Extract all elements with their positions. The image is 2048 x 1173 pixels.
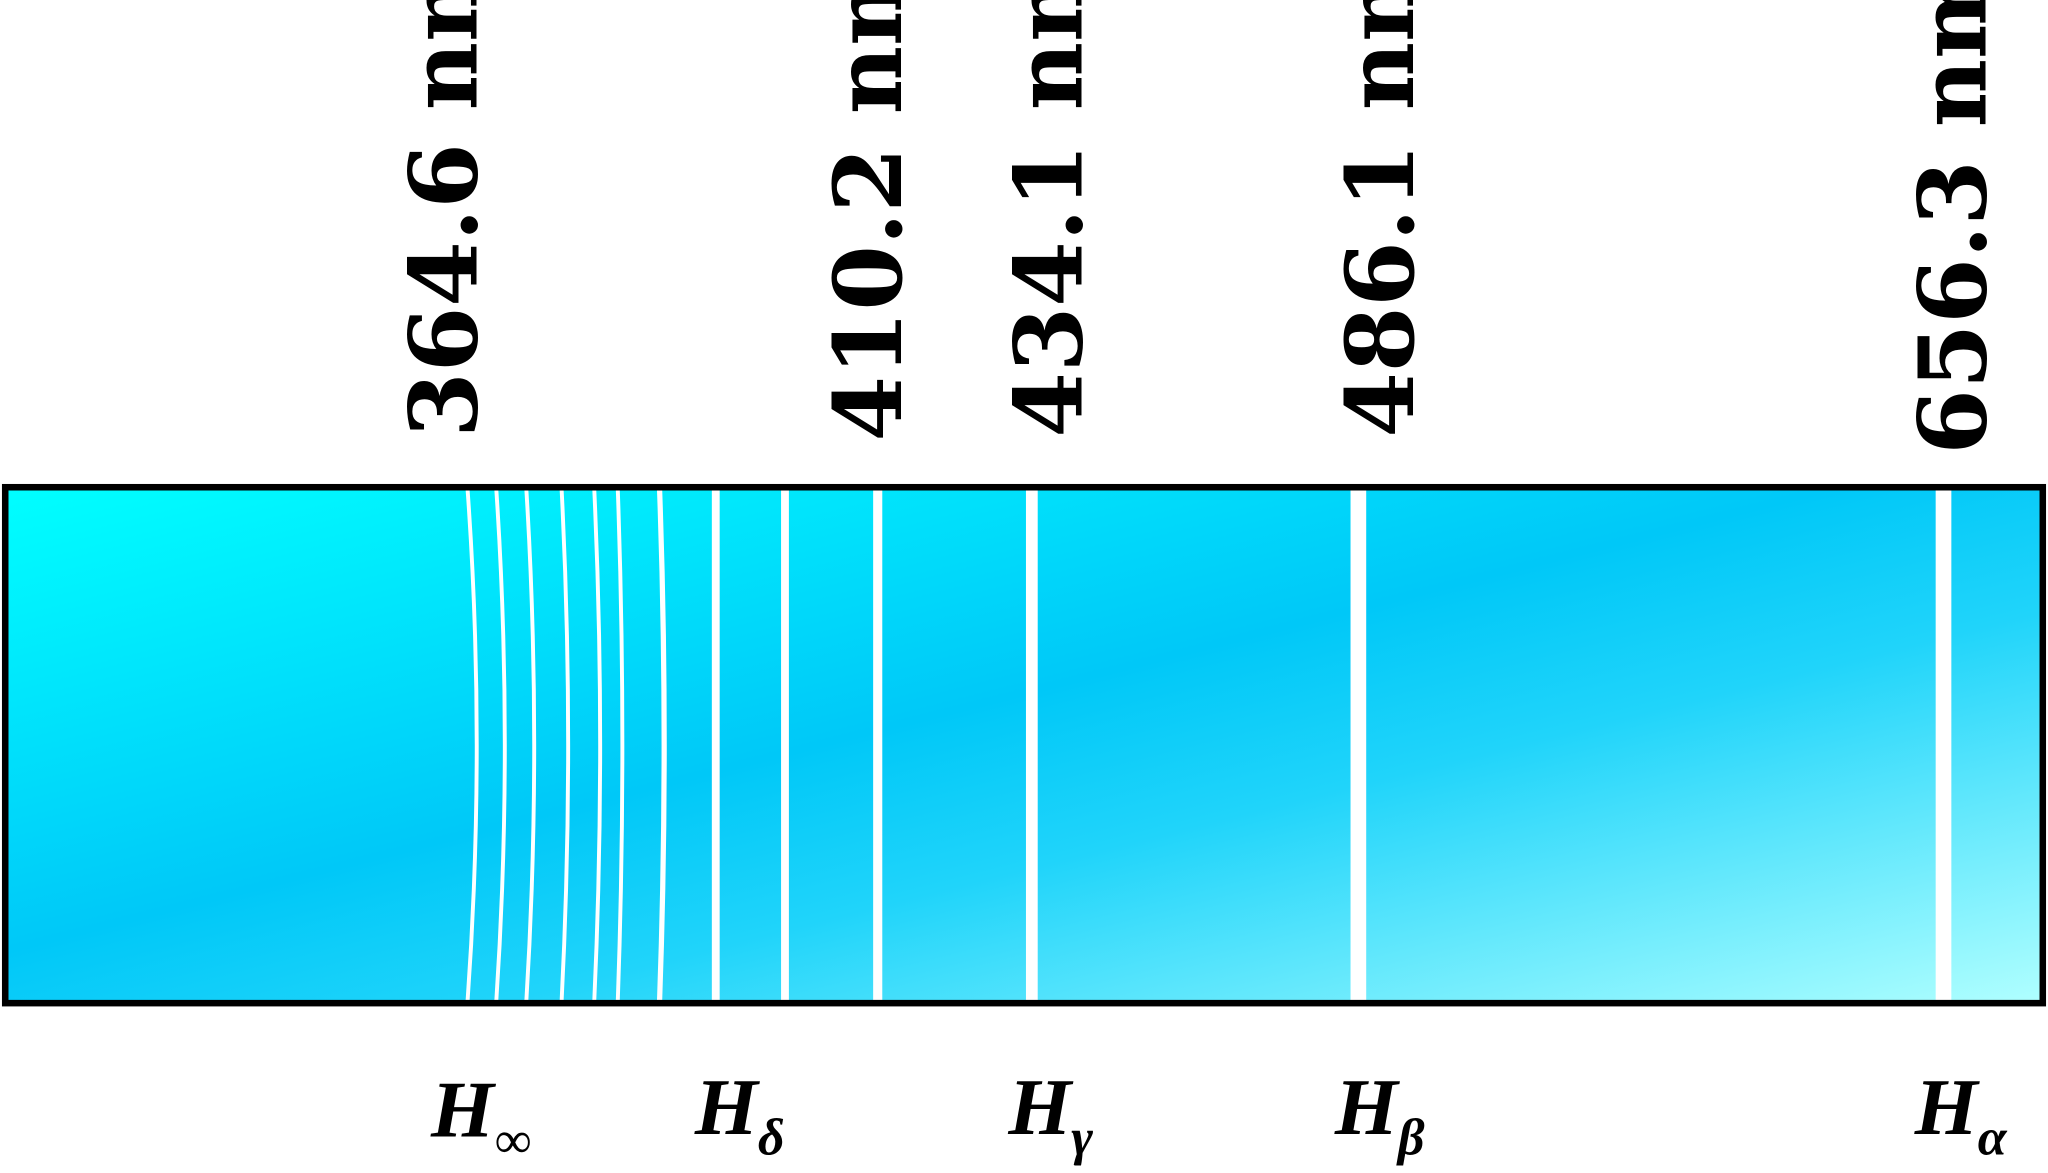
line-subscript: δ xyxy=(758,1109,785,1167)
spectrum-band xyxy=(5,487,2043,1004)
line-symbol: H xyxy=(694,1062,761,1152)
line-subscript: γ xyxy=(1071,1109,1093,1167)
series-line xyxy=(494,487,507,1003)
series-line xyxy=(559,487,571,1003)
series-line xyxy=(465,487,479,1003)
line-name: Hδ xyxy=(694,1062,785,1167)
line-symbol: H xyxy=(430,1064,497,1154)
line-name: Hβ xyxy=(1334,1062,1425,1167)
wavelength-label: 486.1 nm xyxy=(1326,0,1436,438)
line-subscript: ∞ xyxy=(494,1111,531,1169)
line-name: Hα xyxy=(1914,1062,2008,1167)
wavelength-label: 410.2 nm xyxy=(814,0,924,442)
line-name: Hγ xyxy=(1007,1062,1093,1167)
series-line xyxy=(524,487,537,1003)
line-symbol: H xyxy=(1334,1062,1401,1152)
wavelength-label: 364.6 nm xyxy=(390,0,500,438)
band-border xyxy=(1,483,2047,1007)
line-subscript: β xyxy=(1396,1109,1425,1167)
line-symbol: H xyxy=(1007,1062,1074,1152)
series-line xyxy=(656,487,667,1004)
series-line xyxy=(592,487,603,1003)
line-symbol: H xyxy=(1914,1062,1981,1152)
series-line xyxy=(615,487,625,1003)
line-name: H∞ xyxy=(430,1064,531,1169)
spectral-lines xyxy=(465,482,1952,1009)
wavelength-label: 656.3 nm xyxy=(1898,0,2008,455)
line-subscript: α xyxy=(1978,1109,2008,1167)
wavelength-label: 434.1 nm xyxy=(994,0,1104,438)
